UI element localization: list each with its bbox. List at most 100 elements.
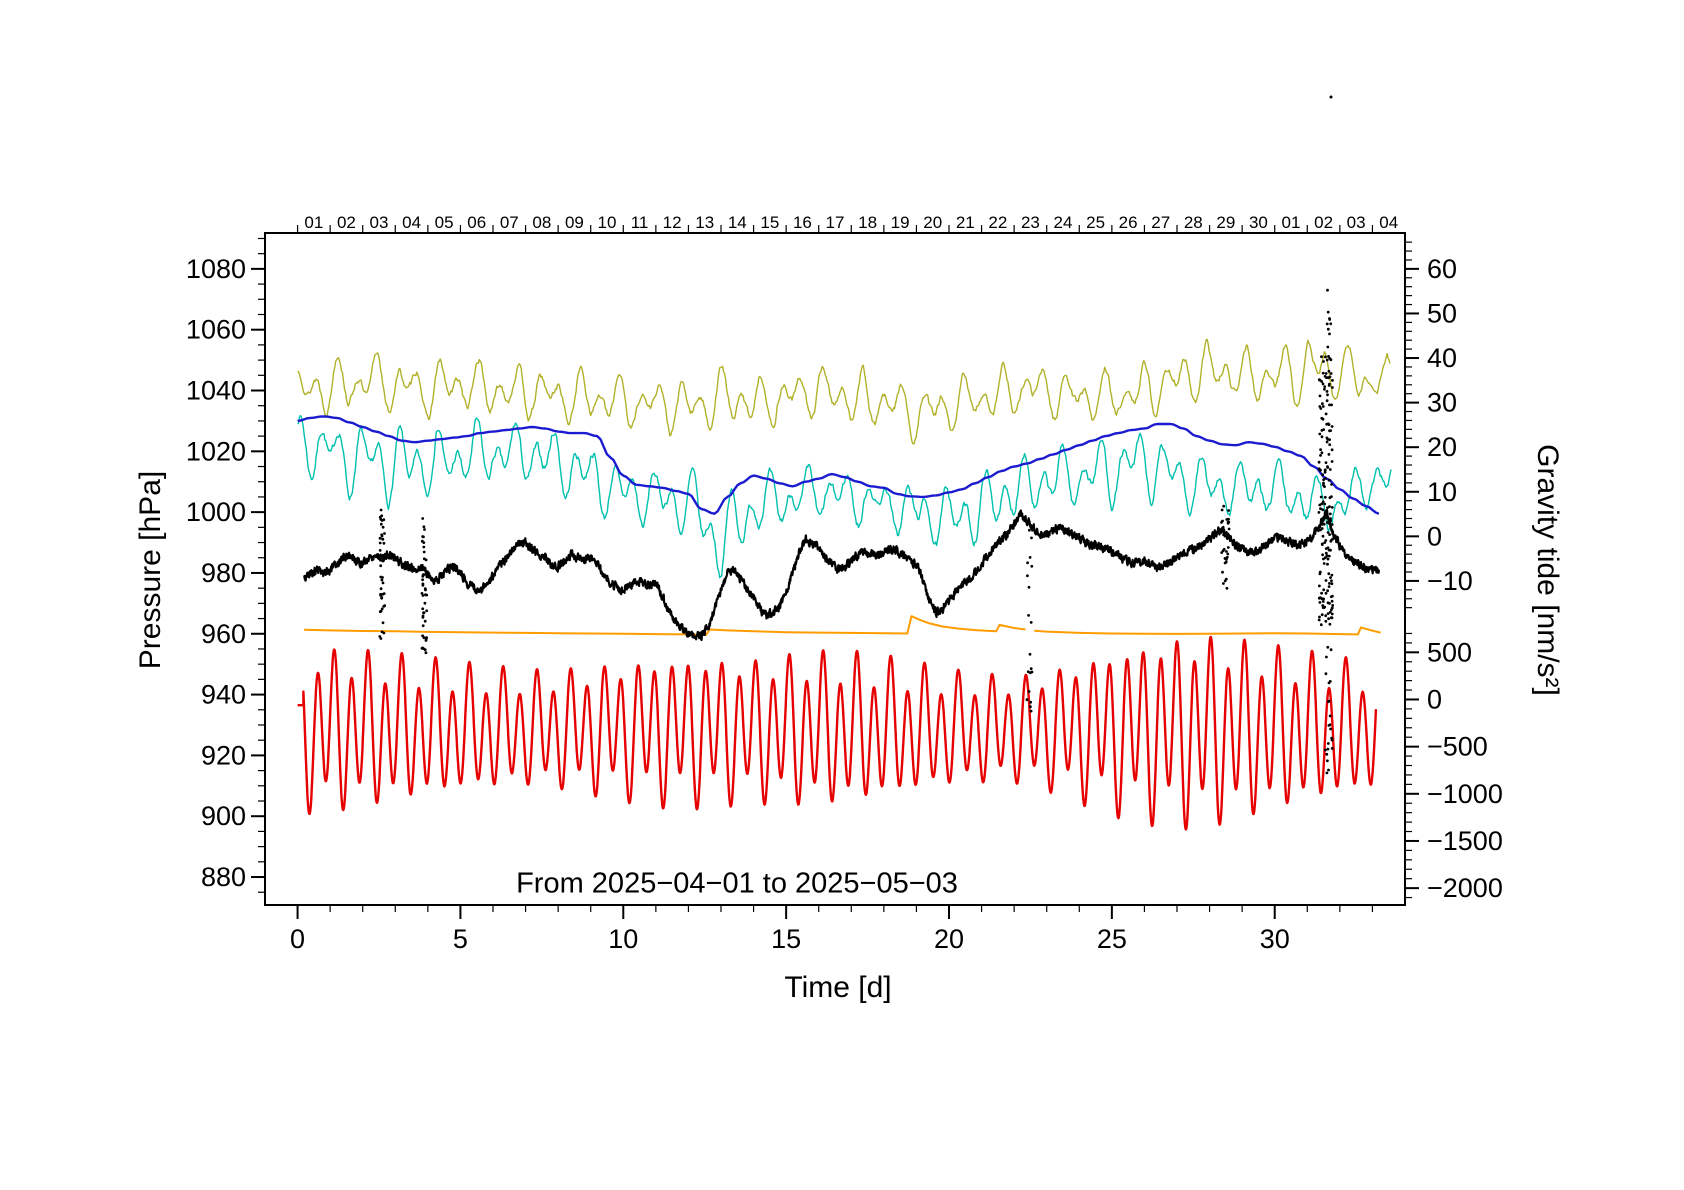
tick-label: 1000 [186,497,246,527]
scatter-dot [1326,531,1330,534]
tick-label: 11 [631,213,649,232]
scatter-dot [422,545,426,549]
scatter-dot [1320,355,1323,359]
scatter-dot [1026,574,1029,578]
tick-label: 02 [337,213,356,232]
scatter-dot [1324,372,1328,375]
tick-label: 03 [370,213,389,232]
scatter-dot [1330,582,1334,586]
scatter-dot [1327,423,1331,426]
scatter-dot [424,651,428,655]
tick-label: −1000 [1427,779,1503,809]
scatter-dot [1326,557,1330,561]
tick-label: 10 [1427,477,1457,507]
scatter-dot [381,537,385,541]
scatter-dot [1030,670,1034,674]
scatter-dot [1318,378,1322,382]
scatter-dot [1323,385,1327,388]
scatter-dot [1325,771,1329,775]
scatter-dot [1220,508,1224,512]
scatter-dot [421,517,425,520]
scatter-dot [421,624,425,628]
tick-label: 27 [1151,213,1170,232]
scatter-dot [421,607,425,611]
tick-label: 1040 [186,376,246,406]
scatter-dot [1320,591,1323,595]
scatter-dot [1327,453,1331,456]
scatter-dot [1320,502,1324,506]
scatter-dot [1320,613,1324,617]
scatter-dot [1328,714,1332,718]
scatter-dot [1319,495,1323,499]
scatter-dot [1227,509,1230,512]
tick-label: 30 [1260,924,1290,954]
scatter-dot [1220,521,1223,524]
tick-label: 25 [1086,213,1105,232]
y2-axis-title: Gravity tide [nm/s²] [1531,444,1564,696]
scatter-dot [1325,358,1329,362]
scatter-dot [1323,387,1326,391]
tick-label: 16 [793,213,812,232]
scatter-dot [1318,394,1322,398]
tick-label: 18 [858,213,877,232]
tick-label: −10 [1427,566,1473,596]
scatter-dot [1321,405,1325,408]
tick-label: 26 [1119,213,1138,232]
tick-label: 07 [500,213,519,232]
scatter-dot [1326,562,1329,566]
scatter-dot [379,522,383,526]
tick-label: 21 [956,213,975,232]
tick-label: 01 [1282,213,1301,232]
scatter-dot [1025,522,1029,526]
scatter-dot [421,614,425,618]
tick-label: 30 [1427,388,1457,418]
scatter-dot [1317,460,1321,464]
scatter-dot [1323,468,1327,472]
scatter-dot [1328,512,1332,516]
x-axis-title: Time [d] [784,971,892,1004]
scatter-dot [1319,507,1322,511]
scatter-dot [421,578,424,582]
scatter-dot [1028,528,1031,532]
tick-label: 13 [695,213,714,232]
tick-label: 10 [608,924,638,954]
scatter-dot [1326,327,1330,331]
scatter-dot [379,508,383,512]
tick-label: 5 [453,924,468,954]
scatter-dot [425,593,429,597]
scatter-dot [1222,547,1226,551]
tick-label: 28 [1184,213,1203,232]
scatter-dot [1330,579,1333,583]
scatter-dot [380,514,384,518]
scatter-dot [1330,506,1334,509]
scatter-dot [421,646,424,650]
scatter-dot [422,573,426,576]
scatter-dot [1328,496,1332,500]
scatter-dot [1327,681,1331,685]
scatter-dot [1330,523,1334,526]
scatter-dot [1319,407,1323,410]
scatter-dot [1322,562,1326,565]
scatter-dot [380,596,384,599]
scatter-dot [1225,550,1228,553]
scatter-dot [1028,652,1032,656]
scatter-dot [422,541,426,544]
scatter-dot [1329,548,1332,552]
tick-label: 24 [1054,213,1073,232]
scatter-dot [1325,440,1329,444]
tick-label: 980 [201,558,246,588]
scatter-dot [1319,468,1322,472]
scatter-dot [1222,533,1225,537]
tick-label: 60 [1427,254,1457,284]
scatter-dot [1326,466,1330,469]
scatter-dot [1225,586,1229,590]
scatter-dot [380,630,384,634]
scatter-dot [379,593,382,597]
scatter-dot [422,636,426,639]
scatter-dot [378,536,382,540]
scatter-dot [378,610,382,614]
scatter-dot [1323,541,1327,544]
scatter-dot [1330,608,1333,612]
scatter-dot [1327,369,1331,373]
scatter-dot [1220,551,1224,554]
